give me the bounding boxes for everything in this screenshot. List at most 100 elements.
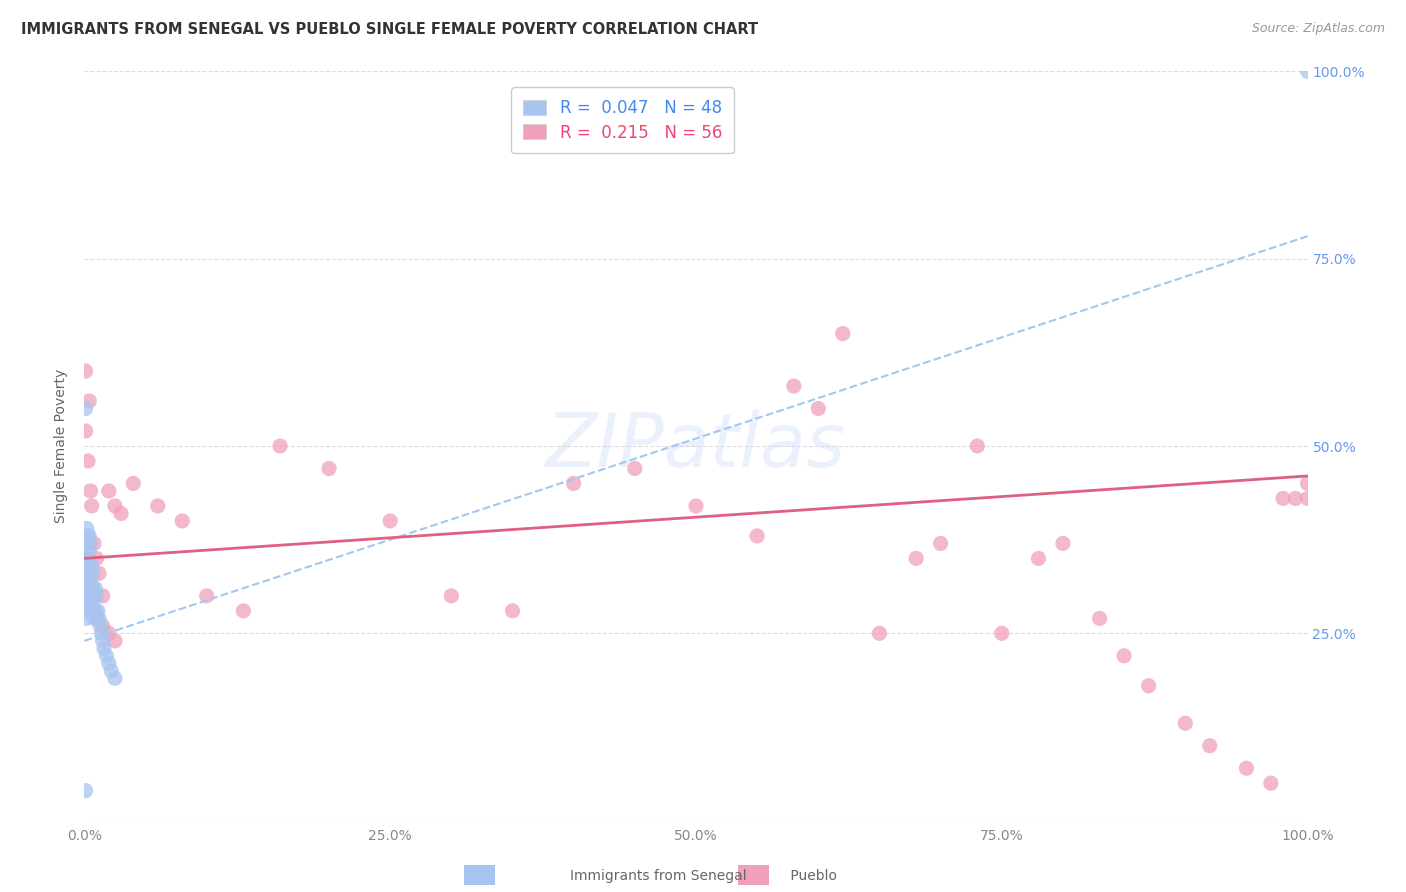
Point — [1114, 648, 1136, 663]
Point — [75, 424, 97, 438]
Text: ZIPatlas: ZIPatlas — [546, 410, 846, 482]
Point — [90, 626, 112, 640]
Point — [87, 566, 110, 581]
Point — [77, 582, 100, 596]
Point — [77, 454, 100, 468]
Point — [1137, 679, 1160, 693]
Point — [966, 439, 988, 453]
Point — [75, 783, 97, 797]
Point — [747, 529, 769, 543]
Text: Immigrants from Senegal          Pueblo: Immigrants from Senegal Pueblo — [569, 869, 837, 883]
Point — [79, 574, 101, 588]
Point — [79, 483, 101, 498]
Point — [80, 589, 103, 603]
Point — [1198, 739, 1220, 753]
Point — [1296, 491, 1319, 506]
Point — [77, 394, 100, 409]
Point — [87, 604, 110, 618]
Point — [87, 611, 110, 625]
Legend: R =  0.047   N = 48, R =  0.215   N = 56: R = 0.047 N = 48, R = 0.215 N = 56 — [512, 87, 734, 153]
Point — [84, 604, 107, 618]
Point — [82, 582, 104, 596]
Point — [929, 536, 952, 550]
Point — [562, 476, 585, 491]
Point — [146, 499, 169, 513]
Point — [76, 589, 98, 603]
Point — [77, 574, 100, 588]
Y-axis label: Single Female Poverty: Single Female Poverty — [55, 369, 69, 523]
Point — [100, 664, 122, 678]
Point — [80, 558, 103, 573]
Point — [905, 551, 928, 566]
Point — [86, 611, 108, 625]
Point — [831, 326, 853, 341]
Point — [91, 633, 114, 648]
Point — [83, 611, 105, 625]
Point — [86, 611, 108, 625]
Point — [77, 604, 100, 618]
Point — [76, 566, 98, 581]
Point — [104, 499, 127, 513]
Point — [83, 536, 105, 550]
Point — [76, 536, 98, 550]
Point — [1052, 536, 1074, 550]
Point — [79, 536, 101, 550]
Point — [82, 604, 104, 618]
Point — [807, 401, 830, 416]
Point — [77, 582, 100, 596]
Point — [91, 589, 114, 603]
Point — [269, 439, 291, 453]
Text: IMMIGRANTS FROM SENEGAL VS PUEBLO SINGLE FEMALE POVERTY CORRELATION CHART: IMMIGRANTS FROM SENEGAL VS PUEBLO SINGLE… — [21, 22, 758, 37]
Point — [97, 483, 120, 498]
Point — [1028, 551, 1050, 566]
Point — [77, 551, 100, 566]
Point — [83, 589, 105, 603]
Point — [77, 544, 100, 558]
Point — [1296, 64, 1319, 78]
Point — [195, 589, 218, 603]
Point — [77, 566, 100, 581]
Point — [76, 611, 98, 625]
Point — [783, 379, 806, 393]
Point — [104, 633, 127, 648]
Point — [97, 626, 120, 640]
Point — [869, 626, 891, 640]
Point — [1236, 761, 1258, 775]
Point — [232, 604, 254, 618]
Point — [77, 596, 100, 610]
Point — [1174, 716, 1197, 731]
Point — [440, 589, 463, 603]
Point — [1272, 491, 1295, 506]
Point — [1284, 491, 1306, 506]
Point — [172, 514, 194, 528]
Point — [80, 596, 103, 610]
Point — [685, 499, 707, 513]
Point — [77, 529, 100, 543]
Point — [1296, 476, 1319, 491]
Point — [75, 401, 97, 416]
Point — [84, 582, 107, 596]
Point — [76, 551, 98, 566]
Point — [79, 589, 101, 603]
Point — [75, 604, 97, 618]
Point — [380, 514, 402, 528]
Point — [624, 461, 647, 475]
Point — [1088, 611, 1111, 625]
Point — [1260, 776, 1282, 790]
Point — [97, 657, 120, 671]
Text: Source: ZipAtlas.com: Source: ZipAtlas.com — [1251, 22, 1385, 36]
Point — [86, 589, 108, 603]
Point — [75, 364, 97, 378]
Point — [991, 626, 1014, 640]
Point — [89, 619, 111, 633]
Point — [77, 566, 100, 581]
Point — [86, 551, 108, 566]
Point — [110, 507, 132, 521]
Point — [80, 582, 103, 596]
Point — [93, 641, 115, 656]
Point — [75, 589, 97, 603]
Point — [77, 566, 100, 581]
Point — [75, 574, 97, 588]
Point — [76, 551, 98, 566]
Point — [318, 461, 340, 475]
